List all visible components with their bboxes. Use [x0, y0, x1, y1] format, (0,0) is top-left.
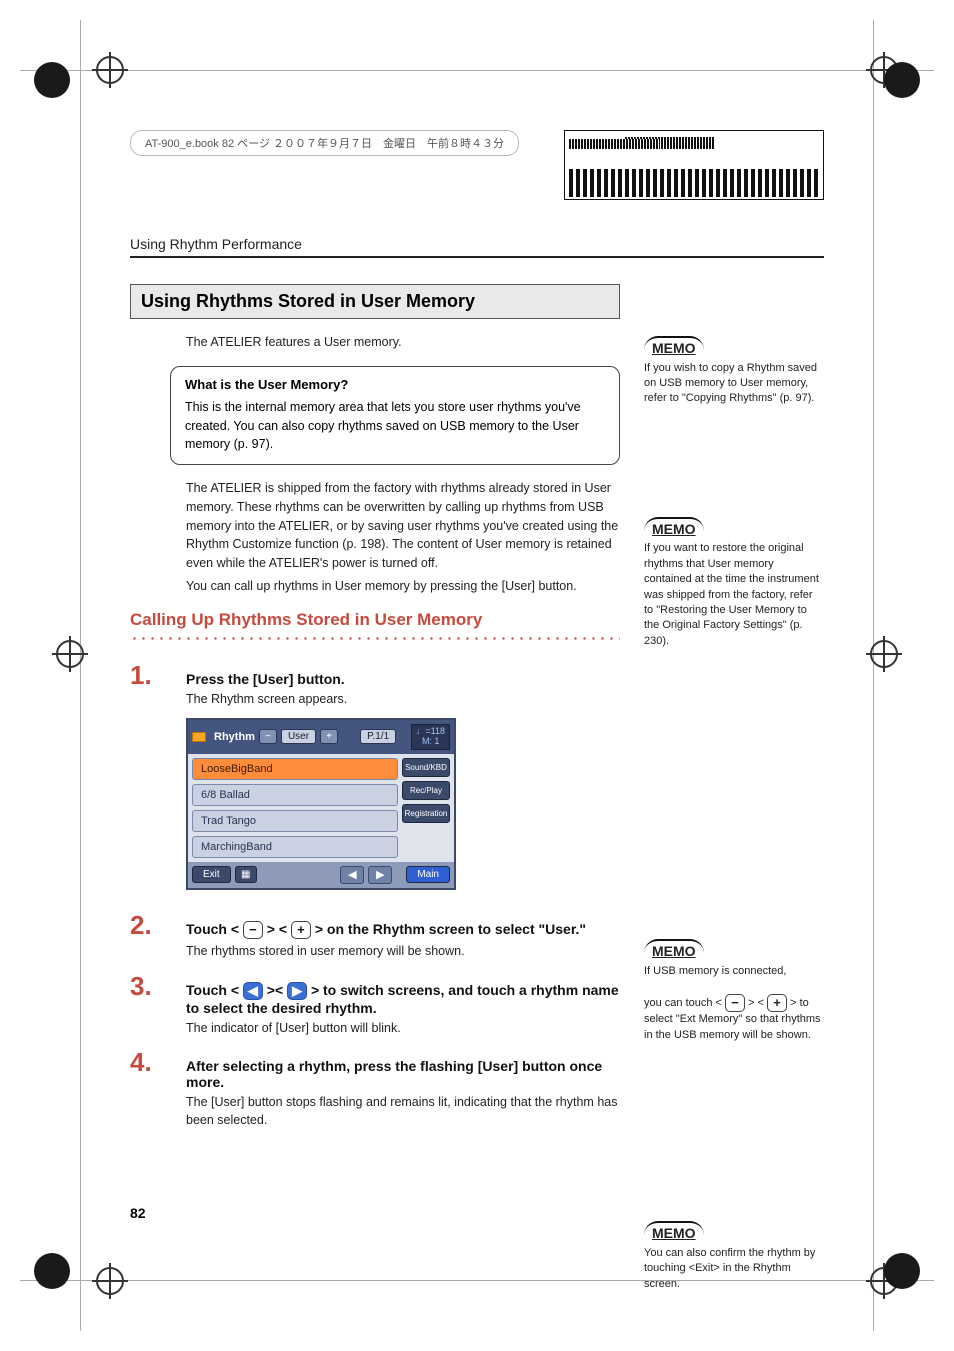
subheading: Calling Up Rhythms Stored in User Memory: [130, 610, 620, 630]
step-number: 4: [130, 1047, 186, 1078]
callout-box: What is the User Memory? This is the int…: [170, 366, 620, 465]
crop-line-top: [20, 70, 934, 71]
paragraph: The ATELIER is shipped from the factory …: [186, 479, 620, 573]
right-arrow-icon: ▶: [287, 982, 307, 1000]
main-button[interactable]: Main: [406, 866, 450, 883]
color-swatch-k: [884, 1253, 920, 1289]
page-chip: P.1/1: [360, 729, 396, 744]
crop-line-right: [873, 20, 874, 1331]
main-column: Using Rhythms Stored in User Memory The …: [130, 284, 620, 1139]
heading: Using Rhythms Stored in User Memory: [130, 284, 620, 319]
minus-icon: −: [243, 921, 263, 939]
registration-mark: [96, 56, 124, 84]
step-number: 3: [130, 971, 186, 1002]
book-header: AT-900_e.book 82 ページ ２００７年９月７日 金曜日 午前８時４…: [130, 130, 519, 156]
crop-line-left: [80, 20, 81, 1331]
memo-text: You can also confirm the rhythm by touch…: [644, 1246, 824, 1292]
grid-button[interactable]: ▦: [235, 866, 257, 883]
section-rule: [130, 256, 824, 258]
step: 2 Touch < − > < + > on the Rhythm screen…: [130, 910, 620, 961]
keyboard-illustration: [564, 130, 824, 200]
paragraph: You can call up rhythms in User memory b…: [186, 577, 620, 596]
list-item[interactable]: MarchingBand: [192, 836, 398, 858]
plus-icon: +: [291, 921, 311, 939]
prev-arrow[interactable]: ◀: [340, 866, 364, 884]
registration-mark: [56, 640, 84, 668]
page-number: 82: [130, 1205, 146, 1221]
exit-button[interactable]: Exit: [192, 866, 231, 883]
memo-box: MEMO If USB memory is connected, you can…: [644, 939, 824, 1043]
memo-text: If you wish to copy a Rhythm saved on US…: [644, 361, 824, 407]
step: 4 After selecting a rhythm, press the fl…: [130, 1047, 620, 1129]
color-swatch-k: [884, 62, 920, 98]
memo-text: If you want to restore the original rhyt…: [644, 541, 824, 649]
side-buttons: Sound/KBD Rec/Play Registration: [402, 754, 454, 862]
next-arrow[interactable]: ▶: [368, 866, 392, 884]
step-title: After selecting a rhythm, press the flas…: [186, 1058, 620, 1090]
step-number: 2: [130, 910, 186, 941]
memo-label: MEMO: [644, 517, 704, 540]
memo-label: MEMO: [644, 939, 704, 962]
memo-box: MEMO You can also confirm the rhythm by …: [644, 1221, 824, 1292]
step-title: Touch < ◀ >< ▶ > to switch screens, and …: [186, 982, 620, 1016]
list-item[interactable]: 6/8 Ballad: [192, 784, 398, 806]
rhythm-screen: Rhythm − User + P.1/1 ♩=118M: 1 LooseBig…: [186, 718, 456, 890]
registration-mark: [96, 1267, 124, 1295]
side-column: MEMO If you wish to copy a Rhythm saved …: [644, 284, 824, 1322]
memo-label: MEMO: [644, 1221, 704, 1244]
subheading-dots: [130, 632, 620, 642]
memo-text: If USB memory is connected, you can touc…: [644, 964, 824, 1044]
step-number: 1: [130, 660, 186, 691]
screen-title: Rhythm: [214, 731, 255, 743]
step-title: Touch < − > < + > on the Rhythm screen t…: [186, 921, 620, 939]
rhythm-icon: [192, 732, 206, 742]
side-button[interactable]: Rec/Play: [402, 781, 450, 800]
screen-footer: Exit ▦ ◀ ▶ Main: [188, 862, 454, 888]
step-desc: The indicator of [User] button will blin…: [186, 1020, 620, 1038]
plus-icon: +: [767, 994, 787, 1012]
intro-text: The ATELIER features a User memory.: [186, 333, 620, 352]
color-swatch-k: [34, 62, 70, 98]
step: 1 Press the [User] button. The Rhythm sc…: [130, 660, 620, 709]
category-chip[interactable]: User: [281, 729, 316, 744]
step-title: Press the [User] button.: [186, 671, 620, 687]
step-desc: The rhythms stored in user memory will b…: [186, 943, 620, 961]
left-arrow-icon: ◀: [243, 982, 263, 1000]
callout-body: This is the internal memory area that le…: [185, 398, 605, 454]
step: 3 Touch < ◀ >< ▶ > to switch screens, an…: [130, 971, 620, 1038]
list-item[interactable]: Trad Tango: [192, 810, 398, 832]
minus-icon: −: [725, 994, 745, 1012]
side-button[interactable]: Sound/KBD: [402, 758, 450, 777]
minus-button[interactable]: −: [259, 729, 277, 744]
list-item[interactable]: LooseBigBand: [192, 758, 398, 780]
screen-header: Rhythm − User + P.1/1 ♩=118M: 1: [188, 720, 454, 754]
memo-box: MEMO If you want to restore the original…: [644, 517, 824, 649]
memo-box: MEMO If you wish to copy a Rhythm saved …: [644, 336, 824, 407]
side-button[interactable]: Registration: [402, 804, 450, 823]
plus-button[interactable]: +: [320, 729, 338, 744]
registration-mark: [870, 640, 898, 668]
memo-label: MEMO: [644, 336, 704, 359]
step-desc: The Rhythm screen appears.: [186, 691, 620, 709]
callout-title: What is the User Memory?: [185, 377, 605, 392]
rhythm-list: LooseBigBand 6/8 Ballad Trad Tango March…: [188, 754, 402, 862]
section-title: Using Rhythm Performance: [130, 236, 824, 252]
step-desc: The [User] button stops flashing and rem…: [186, 1094, 620, 1129]
color-swatch-k: [34, 1253, 70, 1289]
tempo-display: ♩=118M: 1: [411, 724, 450, 750]
